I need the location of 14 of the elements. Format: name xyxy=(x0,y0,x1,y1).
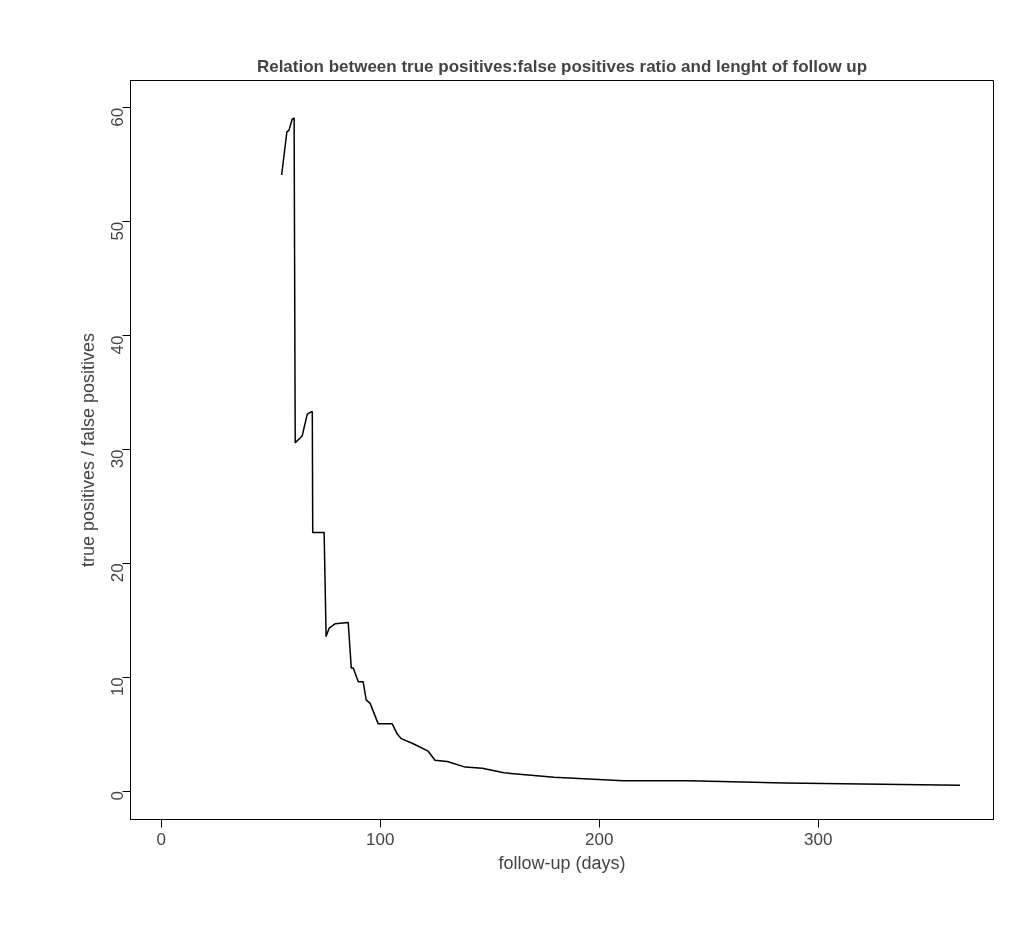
x-tick-label: 0 xyxy=(156,829,166,849)
x-tick-label: 300 xyxy=(804,829,833,849)
chart-title: Relation between true positives:false positives ratio and lenght of follow up xyxy=(256,56,868,76)
x-tick-label: 100 xyxy=(366,829,395,849)
y-tick-label: 0 xyxy=(108,791,128,801)
y-tick-label: 60 xyxy=(108,107,128,127)
y-tick-label: 30 xyxy=(108,449,128,469)
y-axis-title: true positives / false positives xyxy=(77,332,98,568)
y-tick-label: 40 xyxy=(108,335,128,355)
x-axis-title: follow-up (days) xyxy=(498,852,626,873)
y-tick-label: 50 xyxy=(108,221,128,241)
y-tick-label: 20 xyxy=(108,563,128,583)
x-tick-label: 200 xyxy=(585,829,614,849)
y-tick-label: 10 xyxy=(108,677,128,697)
